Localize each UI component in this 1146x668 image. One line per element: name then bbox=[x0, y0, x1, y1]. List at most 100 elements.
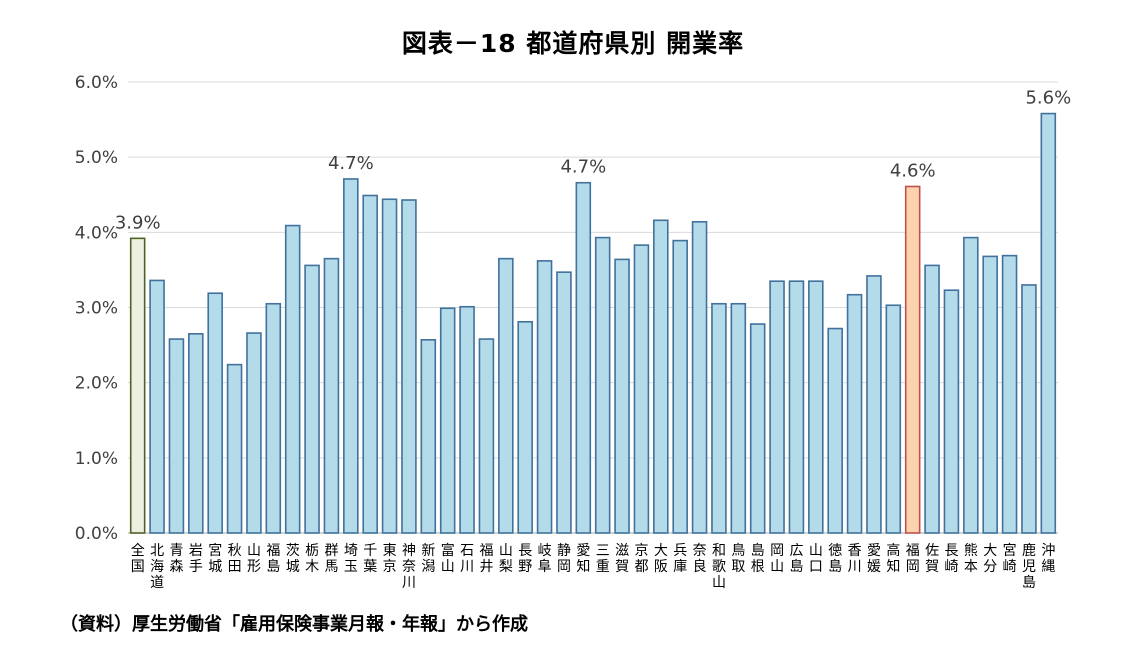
x-tick-label: 長野 bbox=[518, 543, 532, 575]
bar-宮城 bbox=[207, 292, 223, 534]
bar-京都 bbox=[633, 244, 650, 534]
bar-福岡 bbox=[904, 185, 921, 534]
bar-茨城 bbox=[284, 224, 301, 534]
x-tick-label: 福井 bbox=[479, 543, 493, 575]
bar-島根 bbox=[749, 323, 766, 534]
bar-愛知 bbox=[575, 181, 592, 534]
x-tick-label: 佐賀 bbox=[925, 543, 939, 575]
bar-佐賀 bbox=[924, 264, 940, 534]
x-tick-label: 静岡 bbox=[557, 543, 571, 575]
x-tick-label: 東京 bbox=[383, 543, 397, 575]
y-tick-label: 6.0% bbox=[75, 73, 118, 93]
x-tick-label: 岡山 bbox=[770, 543, 784, 575]
bar-滋賀 bbox=[614, 258, 630, 534]
bar-岐阜 bbox=[536, 260, 553, 534]
data-label: 3.9% bbox=[115, 212, 161, 233]
x-tick-label: 愛知 bbox=[576, 543, 590, 575]
x-tick-label: 鳥取 bbox=[731, 543, 745, 575]
bar-岩手 bbox=[188, 333, 204, 534]
source-note: （資料）厚生労働省「雇用保険事業月報・年報」から作成 bbox=[60, 614, 528, 635]
data-label: 4.7% bbox=[328, 153, 374, 174]
x-tick-label: 石川 bbox=[460, 543, 474, 575]
x-tick-label: 高知 bbox=[886, 542, 900, 575]
x-tick-label: 全国 bbox=[131, 542, 145, 575]
y-tick-label: 0.0% bbox=[75, 524, 118, 544]
data-labels: 3.9% 4.7% 4.7% 4.6% 5.6% bbox=[115, 88, 1071, 234]
bar-鹿児島 bbox=[1021, 284, 1037, 534]
bar-福井 bbox=[478, 338, 495, 534]
bar-広島 bbox=[788, 280, 805, 534]
x-tick-label: 宮城 bbox=[208, 543, 222, 575]
x-tick-label: 北海道 bbox=[150, 543, 164, 591]
bar-三重 bbox=[594, 236, 611, 534]
bar-静岡 bbox=[556, 271, 572, 534]
data-label: 5.6% bbox=[1025, 88, 1071, 109]
bar-新潟 bbox=[420, 339, 437, 534]
x-tick-label: 鹿児島 bbox=[1022, 542, 1036, 591]
x-tick-label: 岩手 bbox=[189, 543, 203, 575]
bar-大阪 bbox=[653, 219, 669, 534]
x-tick-label: 埼玉 bbox=[344, 543, 358, 575]
y-axis-ticks: 0.0% 1.0% 2.0% 3.0% 4.0% 5.0% 6.0% bbox=[75, 73, 118, 544]
bar-東京 bbox=[381, 198, 398, 534]
bar-秋田 bbox=[226, 363, 243, 534]
bar-岡山 bbox=[769, 280, 785, 534]
chart-title: 図表－18 都道府県別 開業率 bbox=[401, 29, 745, 58]
x-tick-label: 山口 bbox=[809, 543, 823, 575]
bar-青森 bbox=[168, 338, 185, 534]
x-tick-label: 香川 bbox=[848, 543, 862, 575]
x-tick-label: 長崎 bbox=[944, 543, 958, 575]
bar-栃木 bbox=[304, 264, 320, 534]
bar-大分 bbox=[982, 255, 998, 534]
bar-熊本 bbox=[963, 236, 979, 534]
bar-富山 bbox=[439, 307, 456, 534]
bar-山口 bbox=[808, 280, 824, 534]
bar-長野 bbox=[517, 320, 533, 534]
y-tick-label: 4.0% bbox=[75, 223, 118, 243]
x-tick-label: 京都 bbox=[634, 543, 648, 575]
bar-山形 bbox=[246, 332, 262, 534]
x-tick-label: 大分 bbox=[983, 543, 997, 575]
x-tick-label: 三重 bbox=[596, 543, 610, 575]
x-tick-label: 千葉 bbox=[363, 543, 377, 575]
x-tick-label: 和歌山 bbox=[712, 543, 726, 591]
bar-福島 bbox=[265, 302, 282, 534]
x-tick-label: 岐阜 bbox=[538, 543, 552, 575]
bars bbox=[129, 112, 1057, 534]
x-tick-label: 山梨 bbox=[499, 543, 513, 575]
y-tick-label: 2.0% bbox=[75, 374, 118, 394]
gridlines bbox=[128, 81, 1058, 534]
bar-和歌山 bbox=[711, 302, 727, 534]
data-label: 4.6% bbox=[890, 160, 936, 181]
bar-埼玉 bbox=[343, 178, 359, 534]
bar-奈良 bbox=[691, 221, 708, 534]
y-tick-label: 3.0% bbox=[75, 299, 118, 319]
x-tick-label: 広島 bbox=[789, 543, 803, 575]
bar-群馬 bbox=[323, 257, 340, 534]
data-label: 4.7% bbox=[560, 157, 606, 178]
bar-沖縄 bbox=[1040, 112, 1057, 534]
x-axis-ticks: 全国北海道青森岩手宮城秋田山形福島茨城栃木群馬埼玉千葉東京神奈川新潟富山石川福井… bbox=[131, 542, 1056, 591]
x-tick-label: 沖縄 bbox=[1041, 543, 1055, 575]
x-tick-label: 熊本 bbox=[964, 543, 978, 575]
bar-宮崎 bbox=[1001, 254, 1018, 534]
bar-北海道 bbox=[149, 279, 165, 534]
x-tick-label: 島根 bbox=[751, 543, 765, 575]
x-tick-label: 奈良 bbox=[693, 543, 707, 575]
x-tick-label: 秋田 bbox=[228, 543, 242, 575]
x-tick-label: 神奈川 bbox=[402, 543, 416, 591]
bar-徳島 bbox=[827, 327, 843, 534]
x-tick-label: 宮崎 bbox=[1003, 543, 1017, 575]
x-tick-label: 兵庫 bbox=[673, 543, 687, 575]
y-tick-label: 5.0% bbox=[75, 148, 118, 168]
bar-千葉 bbox=[362, 194, 378, 534]
x-tick-label: 新潟 bbox=[421, 543, 435, 575]
bar-山梨 bbox=[498, 257, 514, 534]
bar-兵庫 bbox=[672, 239, 688, 534]
x-tick-label: 茨城 bbox=[286, 543, 300, 575]
y-tick-label: 1.0% bbox=[75, 449, 118, 469]
x-tick-label: 富山 bbox=[441, 542, 455, 575]
x-tick-label: 大阪 bbox=[654, 543, 668, 575]
bar-香川 bbox=[846, 293, 863, 534]
